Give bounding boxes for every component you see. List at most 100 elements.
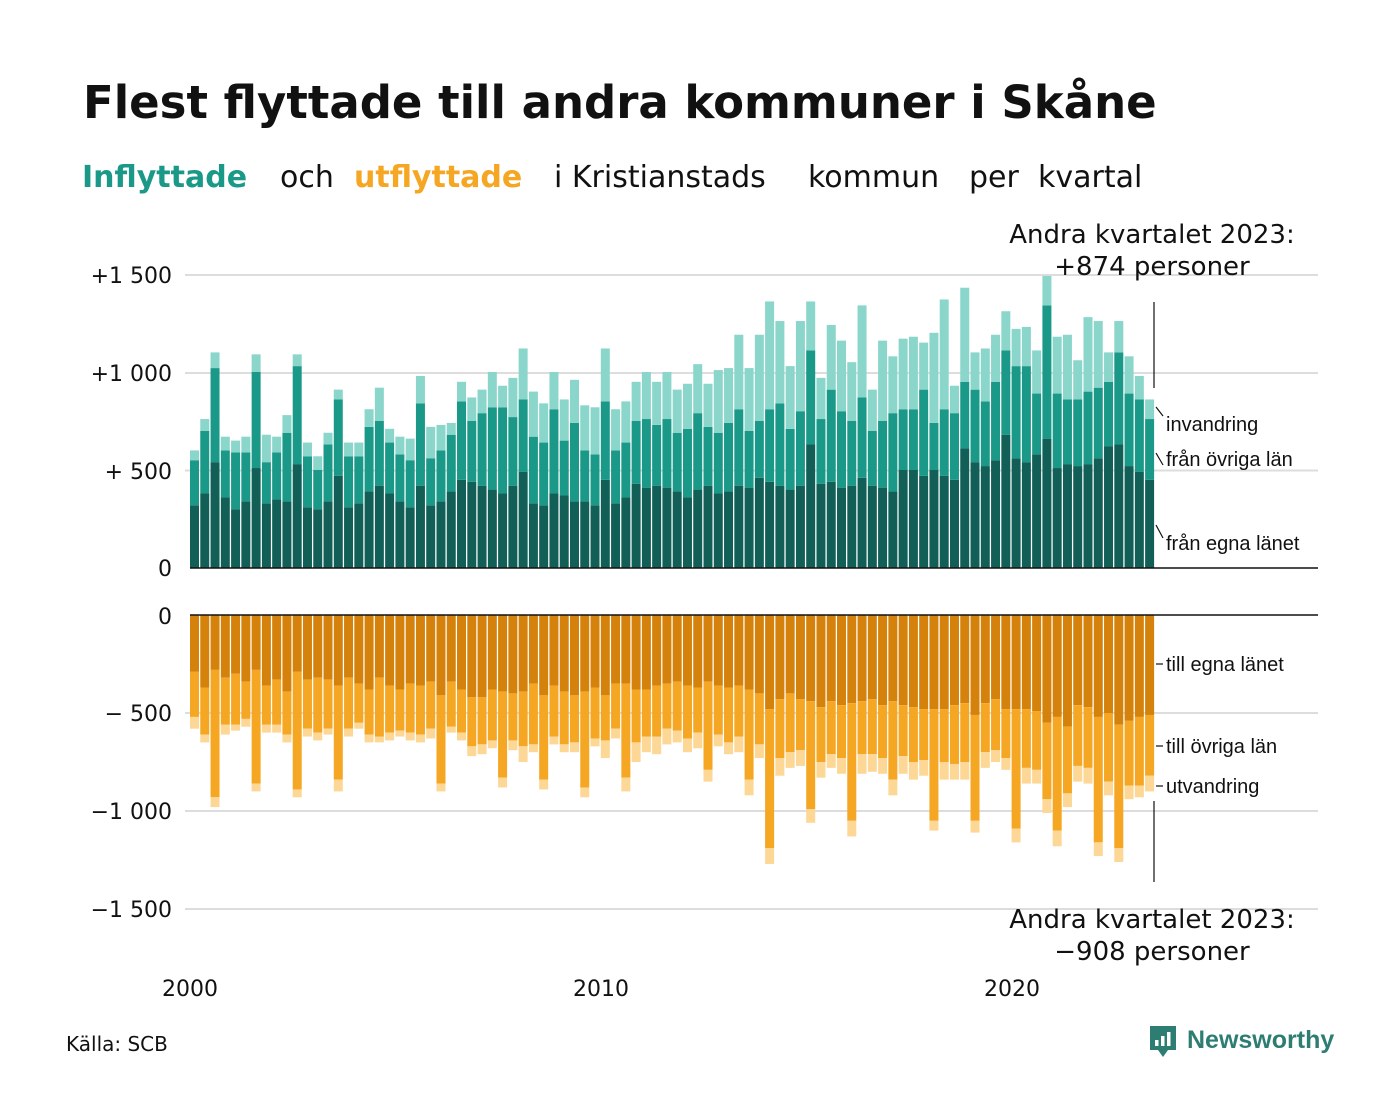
bar-in-ovriga-lan	[1124, 393, 1134, 467]
bar-in-ovriga-lan	[364, 426, 374, 492]
bar-in-egna-lanet	[734, 485, 744, 568]
bar-in-invandring	[508, 377, 518, 418]
bar-out-utvandring	[693, 732, 703, 749]
bar-in-invandring	[251, 354, 261, 372]
bar-in-invandring	[878, 340, 888, 421]
bar-in-invandring	[600, 348, 610, 402]
bar-out-ovriga-lan	[528, 683, 538, 745]
bar-out-utvandring	[415, 734, 425, 743]
bar-in-invandring	[549, 372, 559, 410]
bar-out-ovriga-lan	[426, 681, 436, 729]
bar-out-utvandring	[1032, 769, 1042, 784]
bar-out-ovriga-lan	[569, 695, 579, 743]
bar-in-egna-lanet	[282, 501, 292, 568]
bar-in-egna-lanet	[426, 505, 436, 568]
bar-in-invandring	[436, 424, 446, 451]
bar-in-ovriga-lan	[1114, 352, 1124, 445]
bar-out-utvandring	[1114, 848, 1124, 862]
bar-in-egna-lanet	[775, 485, 785, 568]
bar-in-egna-lanet	[908, 470, 918, 568]
bar-in-egna-lanet	[1124, 466, 1134, 568]
bar-in-invandring	[724, 368, 734, 423]
bar-out-egna-lanet	[415, 615, 425, 686]
annotation-top-line1: Andra kvartalet 2023:	[1009, 220, 1294, 250]
bar-out-utvandring	[200, 734, 210, 743]
bar-in-invandring	[1093, 321, 1103, 388]
bar-out-utvandring	[549, 736, 559, 745]
bar-in-egna-lanet	[436, 501, 446, 568]
bar-out-ovriga-lan	[344, 677, 354, 729]
bar-in-invandring	[898, 338, 908, 410]
bar-in-egna-lanet	[231, 509, 241, 568]
bar-in-invandring	[908, 336, 918, 410]
bar-out-egna-lanet	[837, 615, 847, 706]
bar-in-egna-lanet	[1073, 466, 1083, 568]
bar-out-utvandring	[1124, 785, 1134, 800]
bar-out-egna-lanet	[600, 615, 610, 696]
bar-in-ovriga-lan	[1021, 366, 1031, 463]
bar-out-egna-lanet	[960, 615, 970, 704]
bar-out-egna-lanet	[919, 615, 929, 710]
bar-out-egna-lanet	[826, 615, 836, 702]
bar-out-ovriga-lan	[600, 695, 610, 741]
bar-out-utvandring	[333, 779, 343, 792]
bar-in-ovriga-lan	[282, 432, 292, 502]
bar-in-egna-lanet	[949, 479, 959, 568]
bar-in-ovriga-lan	[210, 368, 220, 463]
bar-in-egna-lanet	[333, 475, 343, 568]
bar-out-utvandring	[487, 740, 497, 749]
bar-out-utvandring	[508, 740, 518, 751]
bar-out-egna-lanet	[220, 615, 230, 678]
bar-in-ovriga-lan	[837, 411, 847, 488]
bar-out-egna-lanet	[261, 615, 271, 686]
bar-out-egna-lanet	[867, 615, 877, 700]
bar-in-ovriga-lan	[333, 399, 343, 476]
bar-out-egna-lanet	[652, 615, 662, 686]
bar-out-egna-lanet	[549, 615, 559, 686]
series-label-ovriga-in: från övriga län	[1166, 449, 1293, 471]
bar-out-egna-lanet	[1001, 615, 1011, 710]
bar-out-ovriga-lan	[703, 681, 713, 770]
bar-in-egna-lanet	[939, 475, 949, 568]
bar-out-egna-lanet	[364, 615, 374, 690]
series-label-egna-out: till egna länet	[1166, 654, 1284, 676]
bar-out-ovriga-lan	[826, 701, 836, 755]
bar-out-utvandring	[652, 736, 662, 755]
bar-out-ovriga-lan	[549, 685, 559, 737]
bar-out-ovriga-lan	[518, 691, 528, 747]
bar-in-ovriga-lan	[991, 381, 1001, 461]
bar-out-ovriga-lan	[878, 705, 888, 759]
bar-out-egna-lanet	[333, 615, 343, 686]
bar-in-ovriga-lan	[621, 442, 631, 498]
bar-in-egna-lanet	[960, 448, 970, 568]
bar-in-ovriga-lan	[1052, 393, 1062, 469]
bar-in-ovriga-lan	[1073, 399, 1083, 467]
bar-in-invandring	[395, 436, 405, 455]
bar-out-ovriga-lan	[1104, 713, 1114, 782]
bar-in-invandring	[446, 422, 456, 435]
bar-out-egna-lanet	[528, 615, 538, 684]
bar-out-utvandring	[1011, 828, 1021, 843]
bar-in-ovriga-lan	[949, 413, 959, 480]
bar-out-utvandring	[1073, 765, 1083, 782]
bar-out-egna-lanet	[1011, 615, 1021, 710]
bar-in-ovriga-lan	[549, 409, 559, 494]
bar-out-ovriga-lan	[261, 685, 271, 725]
bar-in-ovriga-lan	[693, 413, 703, 490]
bar-out-egna-lanet	[302, 615, 312, 680]
bar-in-ovriga-lan	[713, 432, 723, 494]
subtitle-inflyttade: Inflyttade	[82, 160, 247, 195]
bar-out-ovriga-lan	[847, 703, 857, 821]
bar-out-egna-lanet	[241, 615, 251, 682]
bar-out-ovriga-lan	[508, 693, 518, 741]
bar-out-ovriga-lan	[282, 691, 292, 735]
bar-in-ovriga-lan	[272, 452, 282, 500]
bar-in-egna-lanet	[498, 493, 508, 568]
bar-in-egna-lanet	[600, 479, 610, 568]
bar-out-egna-lanet	[970, 615, 980, 715]
bar-out-utvandring	[528, 744, 538, 753]
bar-in-invandring	[1104, 352, 1114, 382]
bar-out-utvandring	[385, 732, 395, 741]
bar-in-egna-lanet	[1042, 438, 1052, 568]
bar-in-ovriga-lan	[980, 401, 990, 467]
